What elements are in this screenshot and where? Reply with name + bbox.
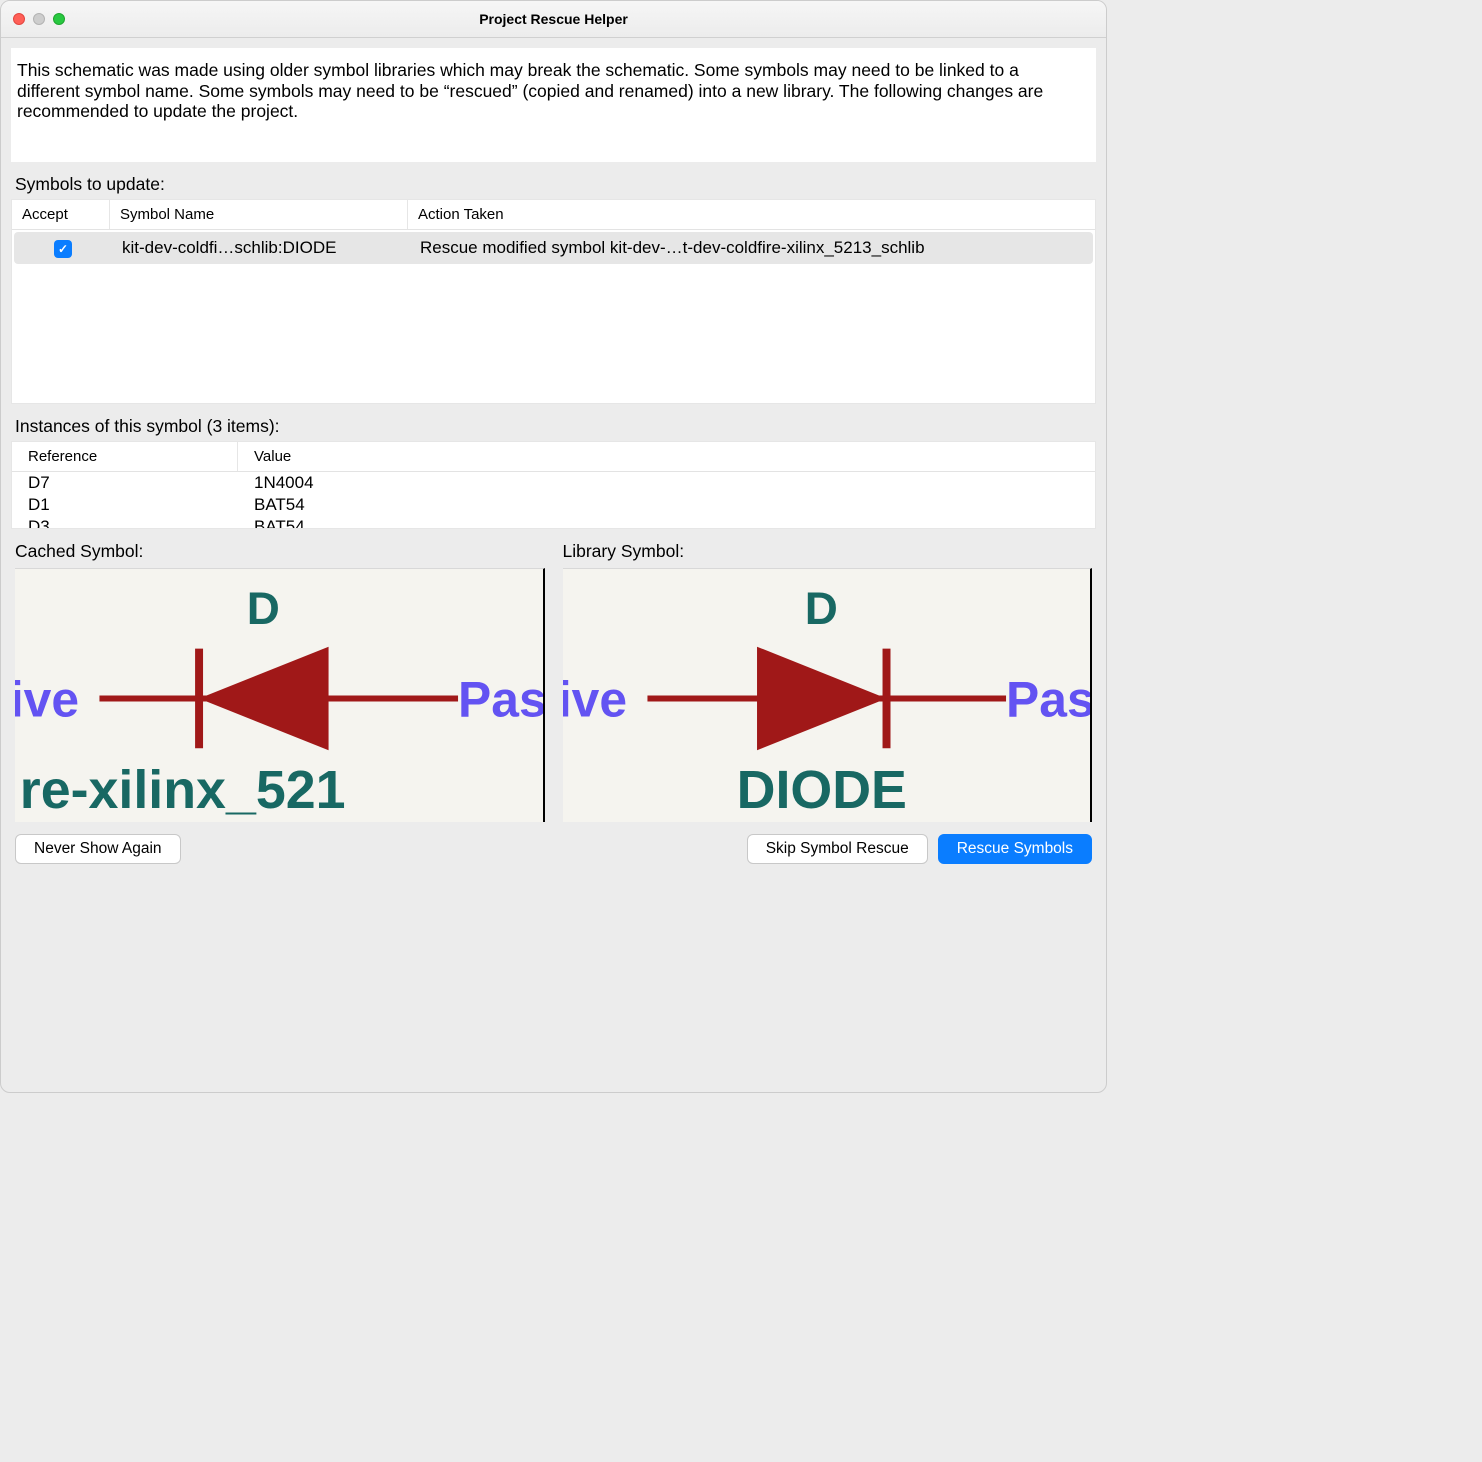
svg-text:DIODE: DIODE — [736, 760, 906, 820]
instance-val: BAT54 — [238, 495, 1095, 515]
content-area: This schematic was made using older symb… — [1, 38, 1106, 1092]
library-preview-col: Library Symbol: D ive Pas DIODE — [563, 529, 1093, 822]
symbols-table: Accept Symbol Name Action Taken ✓ kit-de… — [11, 199, 1096, 404]
symbols-table-header: Accept Symbol Name Action Taken — [12, 200, 1095, 230]
svg-text:D: D — [804, 583, 838, 634]
symbols-section-label: Symbols to update: — [15, 174, 1106, 195]
cached-symbol-label: Cached Symbol: — [15, 541, 545, 562]
library-symbol-label: Library Symbol: — [563, 541, 1093, 562]
instance-val: BAT54 — [238, 517, 1095, 529]
cached-diode-svg: D ive Pas re-xilinx_521 — [15, 569, 543, 822]
skip-symbol-rescue-button[interactable]: Skip Symbol Rescue — [747, 834, 928, 864]
svg-text:ive: ive — [563, 671, 627, 727]
svg-text:Pas: Pas — [458, 671, 542, 727]
instance-row[interactable]: D1 BAT54 — [12, 494, 1095, 516]
svg-text:re-xilinx_521: re-xilinx_521 — [20, 760, 346, 820]
instance-ref: D7 — [12, 473, 238, 493]
accept-checkbox[interactable]: ✓ — [54, 240, 72, 258]
cached-preview-col: Cached Symbol: D ive Pas re-xilinx_521 — [15, 529, 545, 822]
col-accept[interactable]: Accept — [12, 200, 110, 229]
instance-ref: D3 — [12, 517, 238, 529]
col-action-taken[interactable]: Action Taken — [408, 200, 1095, 229]
instance-val: 1N4004 — [238, 473, 1095, 493]
instances-rows: D7 1N4004 D1 BAT54 D3 BAT54 — [12, 472, 1095, 529]
previews-row: Cached Symbol: D ive Pas re-xilinx_521 L… — [15, 529, 1092, 822]
description-text: This schematic was made using older symb… — [11, 48, 1096, 162]
accept-cell[interactable]: ✓ — [14, 238, 112, 258]
rescue-symbols-button[interactable]: Rescue Symbols — [938, 834, 1092, 864]
col-value[interactable]: Value — [238, 442, 1095, 471]
window-title: Project Rescue Helper — [1, 11, 1106, 27]
col-symbol-name[interactable]: Symbol Name — [110, 200, 408, 229]
instance-row[interactable]: D7 1N4004 — [12, 472, 1095, 494]
library-symbol-preview[interactable]: D ive Pas DIODE — [563, 568, 1093, 822]
instances-table-header: Reference Value — [12, 442, 1095, 472]
instances-table: Reference Value D7 1N4004 D1 BAT54 D3 BA… — [11, 441, 1096, 529]
titlebar: Project Rescue Helper — [1, 1, 1106, 38]
library-diode-svg: D ive Pas DIODE — [563, 569, 1091, 822]
button-bar: Never Show Again Skip Symbol Rescue Resc… — [1, 822, 1106, 876]
svg-text:D: D — [247, 583, 281, 634]
svg-text:Pas: Pas — [1006, 671, 1090, 727]
svg-text:ive: ive — [15, 671, 79, 727]
instance-row[interactable]: D3 BAT54 — [12, 516, 1095, 529]
instances-section-label: Instances of this symbol (3 items): — [15, 416, 1106, 437]
instance-ref: D1 — [12, 495, 238, 515]
cached-symbol-preview[interactable]: D ive Pas re-xilinx_521 — [15, 568, 545, 822]
symbol-name-cell: kit-dev-coldfi…schlib:DIODE — [112, 238, 410, 258]
col-reference[interactable]: Reference — [12, 442, 238, 471]
action-taken-cell: Rescue modified symbol kit-dev-…t-dev-co… — [410, 238, 1093, 258]
never-show-again-button[interactable]: Never Show Again — [15, 834, 181, 864]
symbols-table-row[interactable]: ✓ kit-dev-coldfi…schlib:DIODE Rescue mod… — [14, 232, 1093, 264]
dialog-window: Project Rescue Helper This schematic was… — [0, 0, 1107, 1093]
